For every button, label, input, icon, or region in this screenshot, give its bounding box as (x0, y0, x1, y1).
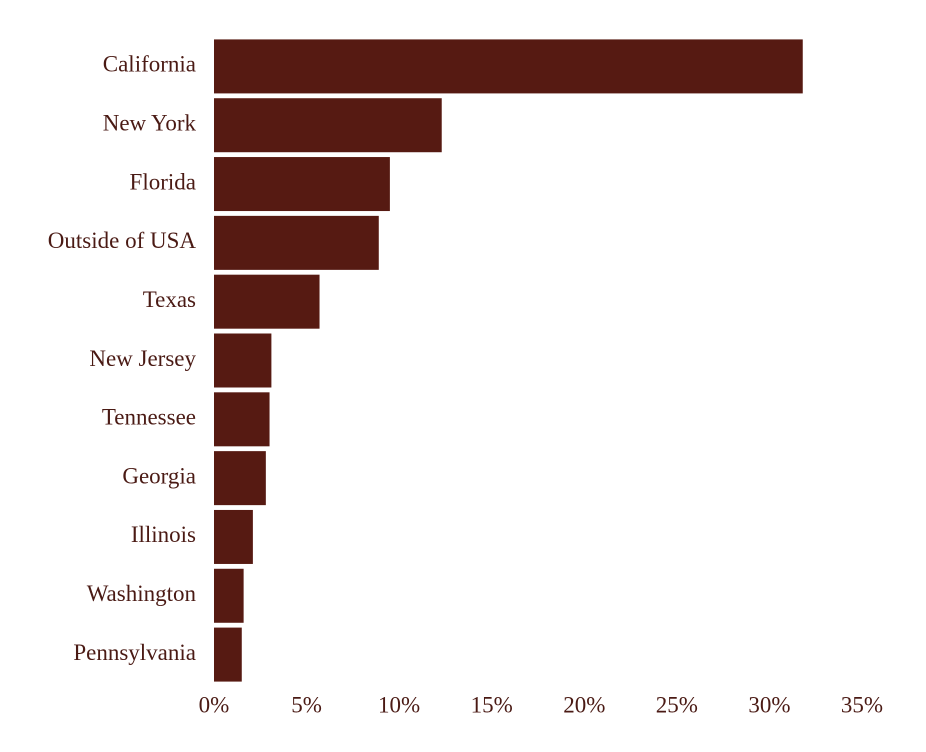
y-tick-label: Washington (87, 581, 197, 606)
bar (214, 274, 320, 329)
x-tick-label: 0% (199, 692, 230, 717)
x-tick-label: 30% (748, 692, 790, 717)
y-tick-label: Tennessee (102, 405, 196, 430)
y-tick-label: California (103, 52, 196, 77)
bar (214, 568, 244, 623)
y-tick-label: Pennsylvania (73, 640, 196, 665)
bar (214, 392, 270, 447)
bar (214, 451, 266, 506)
bar (214, 333, 272, 388)
y-tick-label: Georgia (122, 463, 196, 488)
y-tick-label: New Jersey (89, 346, 196, 371)
x-tick-label: 15% (471, 692, 513, 717)
y-tick-label: Texas (143, 287, 196, 312)
bar (214, 39, 803, 94)
y-tick-label: Outside of USA (48, 228, 197, 253)
y-tick-label: Illinois (131, 522, 196, 547)
bar (214, 98, 442, 153)
x-tick-label: 25% (656, 692, 698, 717)
y-tick-label: Florida (130, 169, 196, 194)
x-tick-label: 10% (378, 692, 420, 717)
bar (214, 215, 379, 270)
y-tick-label: New York (103, 111, 197, 136)
x-tick-label: 35% (841, 692, 883, 717)
x-tick-label: 5% (291, 692, 322, 717)
bar (214, 157, 390, 212)
x-tick-label: 20% (563, 692, 605, 717)
bar (214, 627, 242, 682)
bar (214, 509, 253, 564)
